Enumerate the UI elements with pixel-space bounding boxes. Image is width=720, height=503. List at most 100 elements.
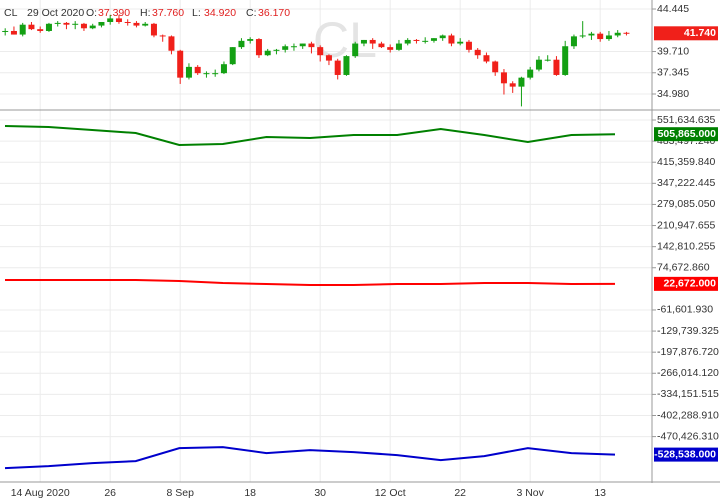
y-tick-label: 347,222.445	[657, 177, 716, 189]
x-tick-label: 26	[104, 487, 116, 499]
candle-body	[500, 72, 507, 84]
y-tick-label: 37.345	[657, 67, 689, 79]
candle-body	[63, 22, 70, 25]
candle-body	[404, 39, 411, 44]
candle-body	[2, 30, 9, 32]
candle-body	[229, 47, 236, 65]
candle-body	[308, 43, 315, 48]
candle-body	[387, 47, 394, 50]
candle-body	[273, 49, 280, 51]
y-tick-label: 34.980	[657, 88, 689, 100]
field-label: L:	[192, 7, 201, 19]
last-value-label: 41.740	[684, 27, 716, 39]
y-tick-label: -129,739.325	[657, 325, 719, 337]
series-line	[4, 446, 616, 470]
candle-body	[150, 23, 157, 36]
y-tick-label: -470,426.310	[657, 430, 719, 442]
candle-body	[553, 59, 560, 75]
candle-body	[107, 18, 114, 22]
candle-body	[299, 43, 306, 47]
grid-layer	[0, 0, 652, 482]
candle-body	[509, 83, 516, 87]
candle-body	[290, 46, 297, 48]
series-line	[4, 125, 616, 147]
candle-body	[369, 39, 376, 44]
y-tick-label: 551,634.635	[657, 114, 716, 126]
candle-body	[45, 23, 52, 31]
field-value: 37.390	[98, 7, 130, 19]
candle-body	[185, 66, 192, 78]
x-tick-label: 30	[314, 487, 326, 499]
candle-body	[194, 66, 201, 74]
candle-body	[343, 56, 350, 75]
candle-body	[597, 33, 604, 40]
candle-body	[614, 32, 621, 36]
candle-body	[54, 22, 61, 24]
field-value: 34.920	[204, 7, 236, 19]
y-tick-label: 210,947.655	[657, 219, 716, 231]
candle-body	[395, 43, 402, 50]
candle-body	[142, 23, 149, 26]
candle-body	[352, 43, 359, 57]
last-value-box	[654, 447, 718, 462]
candle-body	[255, 39, 262, 56]
candle-body	[544, 59, 551, 61]
candle-body	[422, 40, 429, 42]
y-tick-label: 74,672.860	[657, 262, 710, 274]
y-tick-label: 415,359.840	[657, 156, 716, 168]
candle-body	[115, 18, 122, 22]
candle-body	[562, 46, 569, 75]
candle-body	[527, 69, 534, 78]
candle-body	[483, 55, 490, 62]
candle-body	[325, 55, 332, 61]
candle-body	[448, 35, 455, 44]
candle-body	[72, 23, 79, 25]
y-tick-label: -266,014.120	[657, 367, 719, 379]
candle-body	[264, 50, 271, 56]
x-tick-label: 12 Oct	[375, 487, 406, 499]
y-tick-label: 279,085.050	[657, 198, 716, 210]
candle-body	[203, 73, 210, 75]
y-tick-label: -334,151.515	[657, 388, 719, 400]
x-tick-label: 3 Nov	[516, 487, 544, 499]
last-value-box	[654, 276, 718, 291]
field-label: O:	[86, 7, 97, 19]
candle-body	[518, 77, 525, 87]
candle-body	[177, 50, 184, 78]
candle-body	[168, 36, 175, 51]
last-value-label: -528,538.000	[654, 448, 716, 460]
candle-body	[457, 41, 464, 44]
candle-body	[80, 23, 87, 29]
x-tick-label: 8 Sep	[166, 487, 194, 499]
candle-body	[124, 21, 131, 23]
candle-body	[282, 46, 289, 50]
candle-body	[133, 22, 140, 26]
field-label: C:	[246, 7, 257, 19]
y-tick-label: 44.445	[657, 3, 689, 15]
date: 29 Oct 2020	[27, 7, 84, 19]
field-value: 37.760	[152, 7, 184, 19]
candle-body	[579, 35, 586, 37]
candle-body	[570, 36, 577, 47]
series-line	[5, 279, 616, 287]
y-tick-label: -402,288.910	[657, 409, 719, 421]
candle-body	[98, 21, 105, 26]
candle-body	[220, 64, 227, 74]
candle-body	[360, 39, 367, 44]
candle-body	[465, 41, 472, 50]
last-value-label: 22,672.000	[663, 278, 716, 290]
x-tick-label: 22	[454, 487, 466, 499]
candle-body	[238, 40, 245, 48]
candle-body	[89, 25, 96, 29]
candle-body	[159, 35, 166, 37]
candle-body	[212, 73, 219, 75]
candle-body	[334, 60, 341, 75]
candle-body	[19, 24, 26, 35]
x-tick-label: 14 Aug 2020	[11, 487, 70, 499]
candle-body	[413, 39, 420, 41]
last-value-box	[654, 127, 718, 142]
candle-body	[439, 35, 446, 39]
symbol: CL	[4, 7, 18, 19]
field-label: H:	[140, 7, 151, 19]
